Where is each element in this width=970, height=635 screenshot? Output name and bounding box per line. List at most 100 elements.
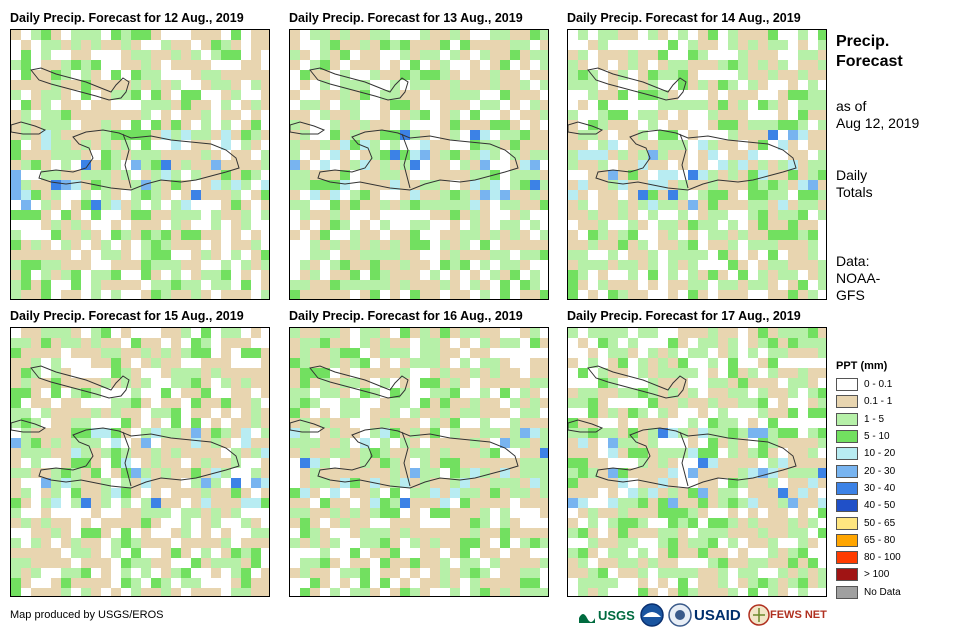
precip-cell	[161, 448, 171, 458]
precip-cell	[261, 378, 269, 388]
precip-cell	[61, 90, 71, 100]
precip-cell	[440, 170, 450, 180]
precip-cell	[658, 110, 668, 120]
precip-cell	[320, 478, 330, 488]
precip-cell	[708, 528, 718, 538]
precip-cell	[221, 528, 231, 538]
precip-cell	[768, 518, 778, 528]
precip-cell	[728, 100, 738, 110]
precip-cell	[598, 180, 608, 190]
precip-cell	[390, 508, 400, 518]
precip-cell	[420, 488, 430, 498]
precip-cell	[141, 240, 151, 250]
precip-cell	[400, 200, 410, 210]
precip-cell	[390, 200, 400, 210]
precip-cell	[300, 328, 310, 338]
precip-cell	[151, 220, 161, 230]
precip-cell	[648, 140, 658, 150]
precip-cell	[241, 150, 251, 160]
precip-cell	[290, 230, 300, 240]
precip-cell	[191, 110, 201, 120]
precip-cell	[608, 368, 618, 378]
precip-cell	[231, 398, 241, 408]
precip-cell	[11, 588, 21, 596]
precip-cell	[568, 250, 578, 260]
precip-cell	[111, 408, 121, 418]
precip-cell	[390, 338, 400, 348]
jamaica-outline	[568, 419, 604, 433]
precip-cell	[91, 508, 101, 518]
precip-cell	[191, 558, 201, 568]
precip-cell	[568, 200, 578, 210]
precip-cell	[698, 428, 708, 438]
precip-cell	[778, 120, 788, 130]
precip-cell	[400, 70, 410, 80]
precip-cell	[588, 398, 598, 408]
precip-cell	[400, 280, 410, 290]
precip-cell	[588, 290, 598, 299]
precip-cell	[578, 240, 588, 250]
precip-cell	[578, 180, 588, 190]
precip-cell	[728, 468, 738, 478]
precip-cell	[818, 280, 826, 290]
daily-totals-line1: Daily	[836, 167, 868, 183]
precip-cell	[370, 508, 380, 518]
precip-cell	[211, 368, 221, 378]
precip-cell	[708, 558, 718, 568]
precip-cell	[618, 30, 628, 40]
precip-cell	[530, 240, 540, 250]
precip-cell	[638, 408, 648, 418]
precip-cell	[390, 140, 400, 150]
precip-cell	[121, 348, 131, 358]
precip-cell	[598, 508, 608, 518]
precip-cell	[51, 150, 61, 160]
precip-cell	[778, 140, 788, 150]
precip-cell	[400, 388, 410, 398]
precip-cell	[320, 140, 330, 150]
precip-cell	[598, 50, 608, 60]
precip-cell	[221, 140, 231, 150]
precip-cell	[638, 578, 648, 588]
precip-cell	[71, 428, 81, 438]
precip-cell	[628, 30, 638, 40]
precip-cell	[638, 488, 648, 498]
precip-cell	[11, 30, 21, 40]
precip-cell	[400, 518, 410, 528]
precip-cell	[360, 578, 370, 588]
precip-cell	[668, 60, 678, 70]
precip-cell	[748, 328, 758, 338]
precip-cell	[181, 110, 191, 120]
precip-cell	[111, 260, 121, 270]
precip-cell	[360, 190, 370, 200]
precip-cell	[121, 170, 131, 180]
precip-cell	[390, 498, 400, 508]
precip-cell	[380, 110, 390, 120]
precip-cell	[300, 368, 310, 378]
precip-cell	[540, 488, 548, 498]
precip-cell	[440, 280, 450, 290]
precip-cell	[500, 240, 510, 250]
precip-cell	[510, 528, 520, 538]
precip-cell	[11, 190, 21, 200]
precip-cell	[440, 180, 450, 190]
precip-cell	[520, 458, 530, 468]
precip-cell	[788, 140, 798, 150]
precip-cell	[638, 428, 648, 438]
legend-item: 5 - 10	[836, 428, 966, 445]
precip-cell	[111, 468, 121, 478]
precip-cell	[340, 180, 350, 190]
precip-cell	[738, 498, 748, 508]
precip-cell	[708, 548, 718, 558]
precip-cell	[61, 100, 71, 110]
precip-cell	[588, 348, 598, 358]
precip-cell	[520, 40, 530, 50]
precip-cell	[211, 220, 221, 230]
precip-cell	[151, 508, 161, 518]
precip-cell	[290, 150, 300, 160]
precip-cell	[350, 230, 360, 240]
precip-cell	[698, 328, 708, 338]
precip-cell	[628, 60, 638, 70]
precip-cell	[41, 90, 51, 100]
precip-cell	[500, 458, 510, 468]
precip-cell	[768, 220, 778, 230]
